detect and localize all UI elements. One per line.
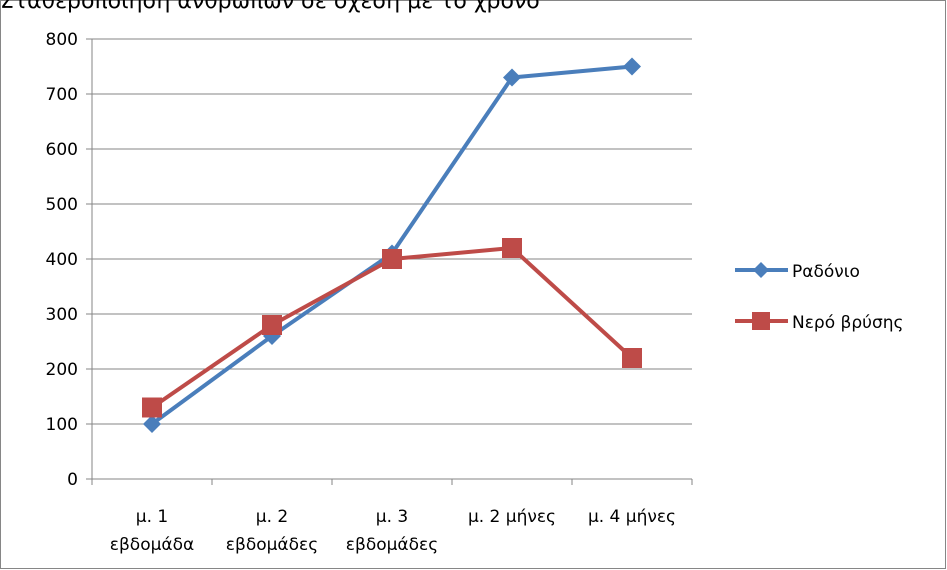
legend-label-1: Ραδόνιο — [792, 262, 860, 282]
x-tick-label: μ. 4 μήνες — [588, 507, 676, 527]
y-tick-labels: 0 100 200 300 400 500 600 700 800 — [46, 30, 78, 490]
gridlines — [92, 38, 692, 425]
legend-label-2: Νερό βρύσης — [792, 313, 904, 333]
x-tick-labels: μ. 1 εβδομάδα μ. 2 εβδομάδες μ. 3 εβδομάδες μ.… — [110, 507, 676, 555]
x-tick-label: εβδομάδες — [226, 535, 318, 555]
x-tick-label: μ. 3 — [376, 507, 408, 527]
series-group — [142, 57, 642, 433]
legend-marker-square — [752, 312, 770, 330]
x-tick-label: εβδομάδα — [110, 535, 194, 555]
data-point-diamond — [143, 415, 161, 433]
y-tick-label: 200 — [46, 360, 78, 380]
data-point-square — [622, 348, 642, 368]
x-tick-label: μ. 1 — [136, 507, 168, 527]
data-point-square — [382, 249, 402, 269]
x-tick-label: μ. 2 — [256, 507, 288, 527]
y-tick-label: 300 — [46, 305, 78, 325]
data-point-square — [142, 397, 162, 418]
y-tick-label: 700 — [46, 85, 78, 105]
series-line-2 — [150, 246, 634, 410]
y-tick-label: 0 — [67, 470, 78, 490]
y-tick-label: 500 — [46, 195, 78, 215]
y-tick-label: 600 — [46, 140, 78, 160]
axes — [86, 38, 693, 485]
y-tick-label: 800 — [46, 30, 78, 50]
x-tick-label: μ. 2 μήνες — [468, 507, 556, 527]
data-point-square — [502, 238, 522, 258]
legend: Ραδόνιο Νερό βρύσης — [735, 262, 904, 333]
y-tick-label: 400 — [46, 250, 78, 270]
legend-marker-diamond — [753, 262, 769, 278]
chart-title-cut: Σταθεροποίηση ανθρώπων σε σχέση με το χρ… — [0, 0, 540, 14]
y-tick-label: 100 — [46, 415, 78, 435]
data-point-square — [262, 315, 282, 335]
data-point-diamond — [623, 57, 641, 76]
data-point-diamond — [503, 68, 521, 87]
x-tick-label: εβδομάδες — [346, 535, 438, 555]
